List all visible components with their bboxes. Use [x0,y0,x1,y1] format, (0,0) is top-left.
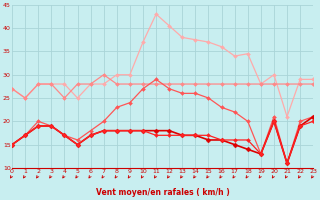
X-axis label: Vent moyen/en rafales ( km/h ): Vent moyen/en rafales ( km/h ) [96,188,229,197]
